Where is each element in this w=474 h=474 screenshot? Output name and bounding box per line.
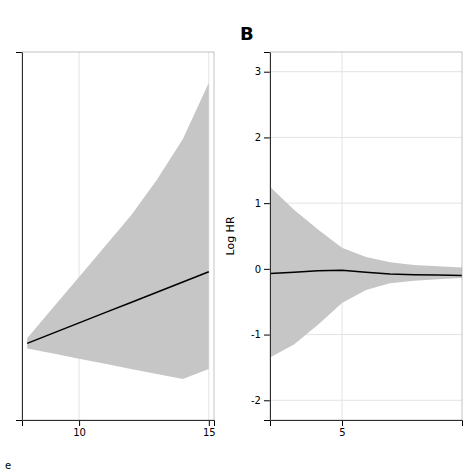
grid-line xyxy=(270,71,462,72)
tick-mark xyxy=(209,420,210,426)
tick-label: -1 xyxy=(251,329,261,340)
tick-label: 5 xyxy=(339,427,345,438)
tick: 5 xyxy=(339,420,345,438)
grid xyxy=(270,52,462,420)
tick-mark xyxy=(264,269,270,270)
tick-label: 1 xyxy=(255,198,261,209)
panel: 5 -2 -1 0 1 2 3 B Log HR xyxy=(224,23,463,438)
x-axis: 10 15 xyxy=(23,420,216,438)
chart: 10 15 e 5 -2 -1 0 1 2 3 B Log HR xyxy=(0,0,474,474)
plot-frame xyxy=(22,52,214,420)
plot-area xyxy=(27,83,209,379)
annotation: e xyxy=(5,460,11,471)
plot-frame xyxy=(270,52,462,420)
tick-mark xyxy=(342,420,343,426)
plot-area xyxy=(270,187,462,358)
y-axis: -2 -1 0 1 2 3 xyxy=(251,53,270,421)
grid-line xyxy=(270,203,462,204)
tick: -2 xyxy=(251,395,270,406)
panel: 10 15 xyxy=(16,52,216,438)
line xyxy=(270,270,462,275)
tick: 2 xyxy=(255,132,270,143)
tick-label: -2 xyxy=(251,395,261,406)
tick: 0 xyxy=(255,264,270,275)
tick: 3 xyxy=(255,66,270,77)
x-axis: 5 xyxy=(271,420,463,438)
tick-mark xyxy=(264,203,270,204)
axis-line xyxy=(264,53,271,421)
grid-line xyxy=(270,137,462,138)
tick-label: 2 xyxy=(255,132,261,143)
confidence-band xyxy=(270,187,462,358)
tick-mark xyxy=(264,400,270,401)
tick: 1 xyxy=(255,198,270,209)
tick-mark xyxy=(264,137,270,138)
axis-line xyxy=(16,53,23,421)
tick-label: 0 xyxy=(255,264,261,275)
tick: 15 xyxy=(203,420,216,438)
tick-mark xyxy=(264,335,270,336)
axis-line xyxy=(271,421,463,427)
confidence-band xyxy=(27,83,209,379)
tick: -1 xyxy=(251,329,270,340)
y-axis xyxy=(16,53,23,421)
line xyxy=(27,272,209,344)
grid-line xyxy=(270,400,462,401)
tick-mark xyxy=(79,420,80,426)
tick-label: 15 xyxy=(203,427,216,438)
y-axis-title: Log HR xyxy=(224,216,237,255)
tick: 10 xyxy=(73,420,86,438)
tick-label: 3 xyxy=(255,66,261,77)
tick-label: 10 xyxy=(73,427,86,438)
tick-mark xyxy=(264,72,270,73)
axis-line xyxy=(23,421,215,427)
grid-line xyxy=(342,52,343,420)
title: B xyxy=(240,23,254,44)
grid-line xyxy=(79,52,80,420)
